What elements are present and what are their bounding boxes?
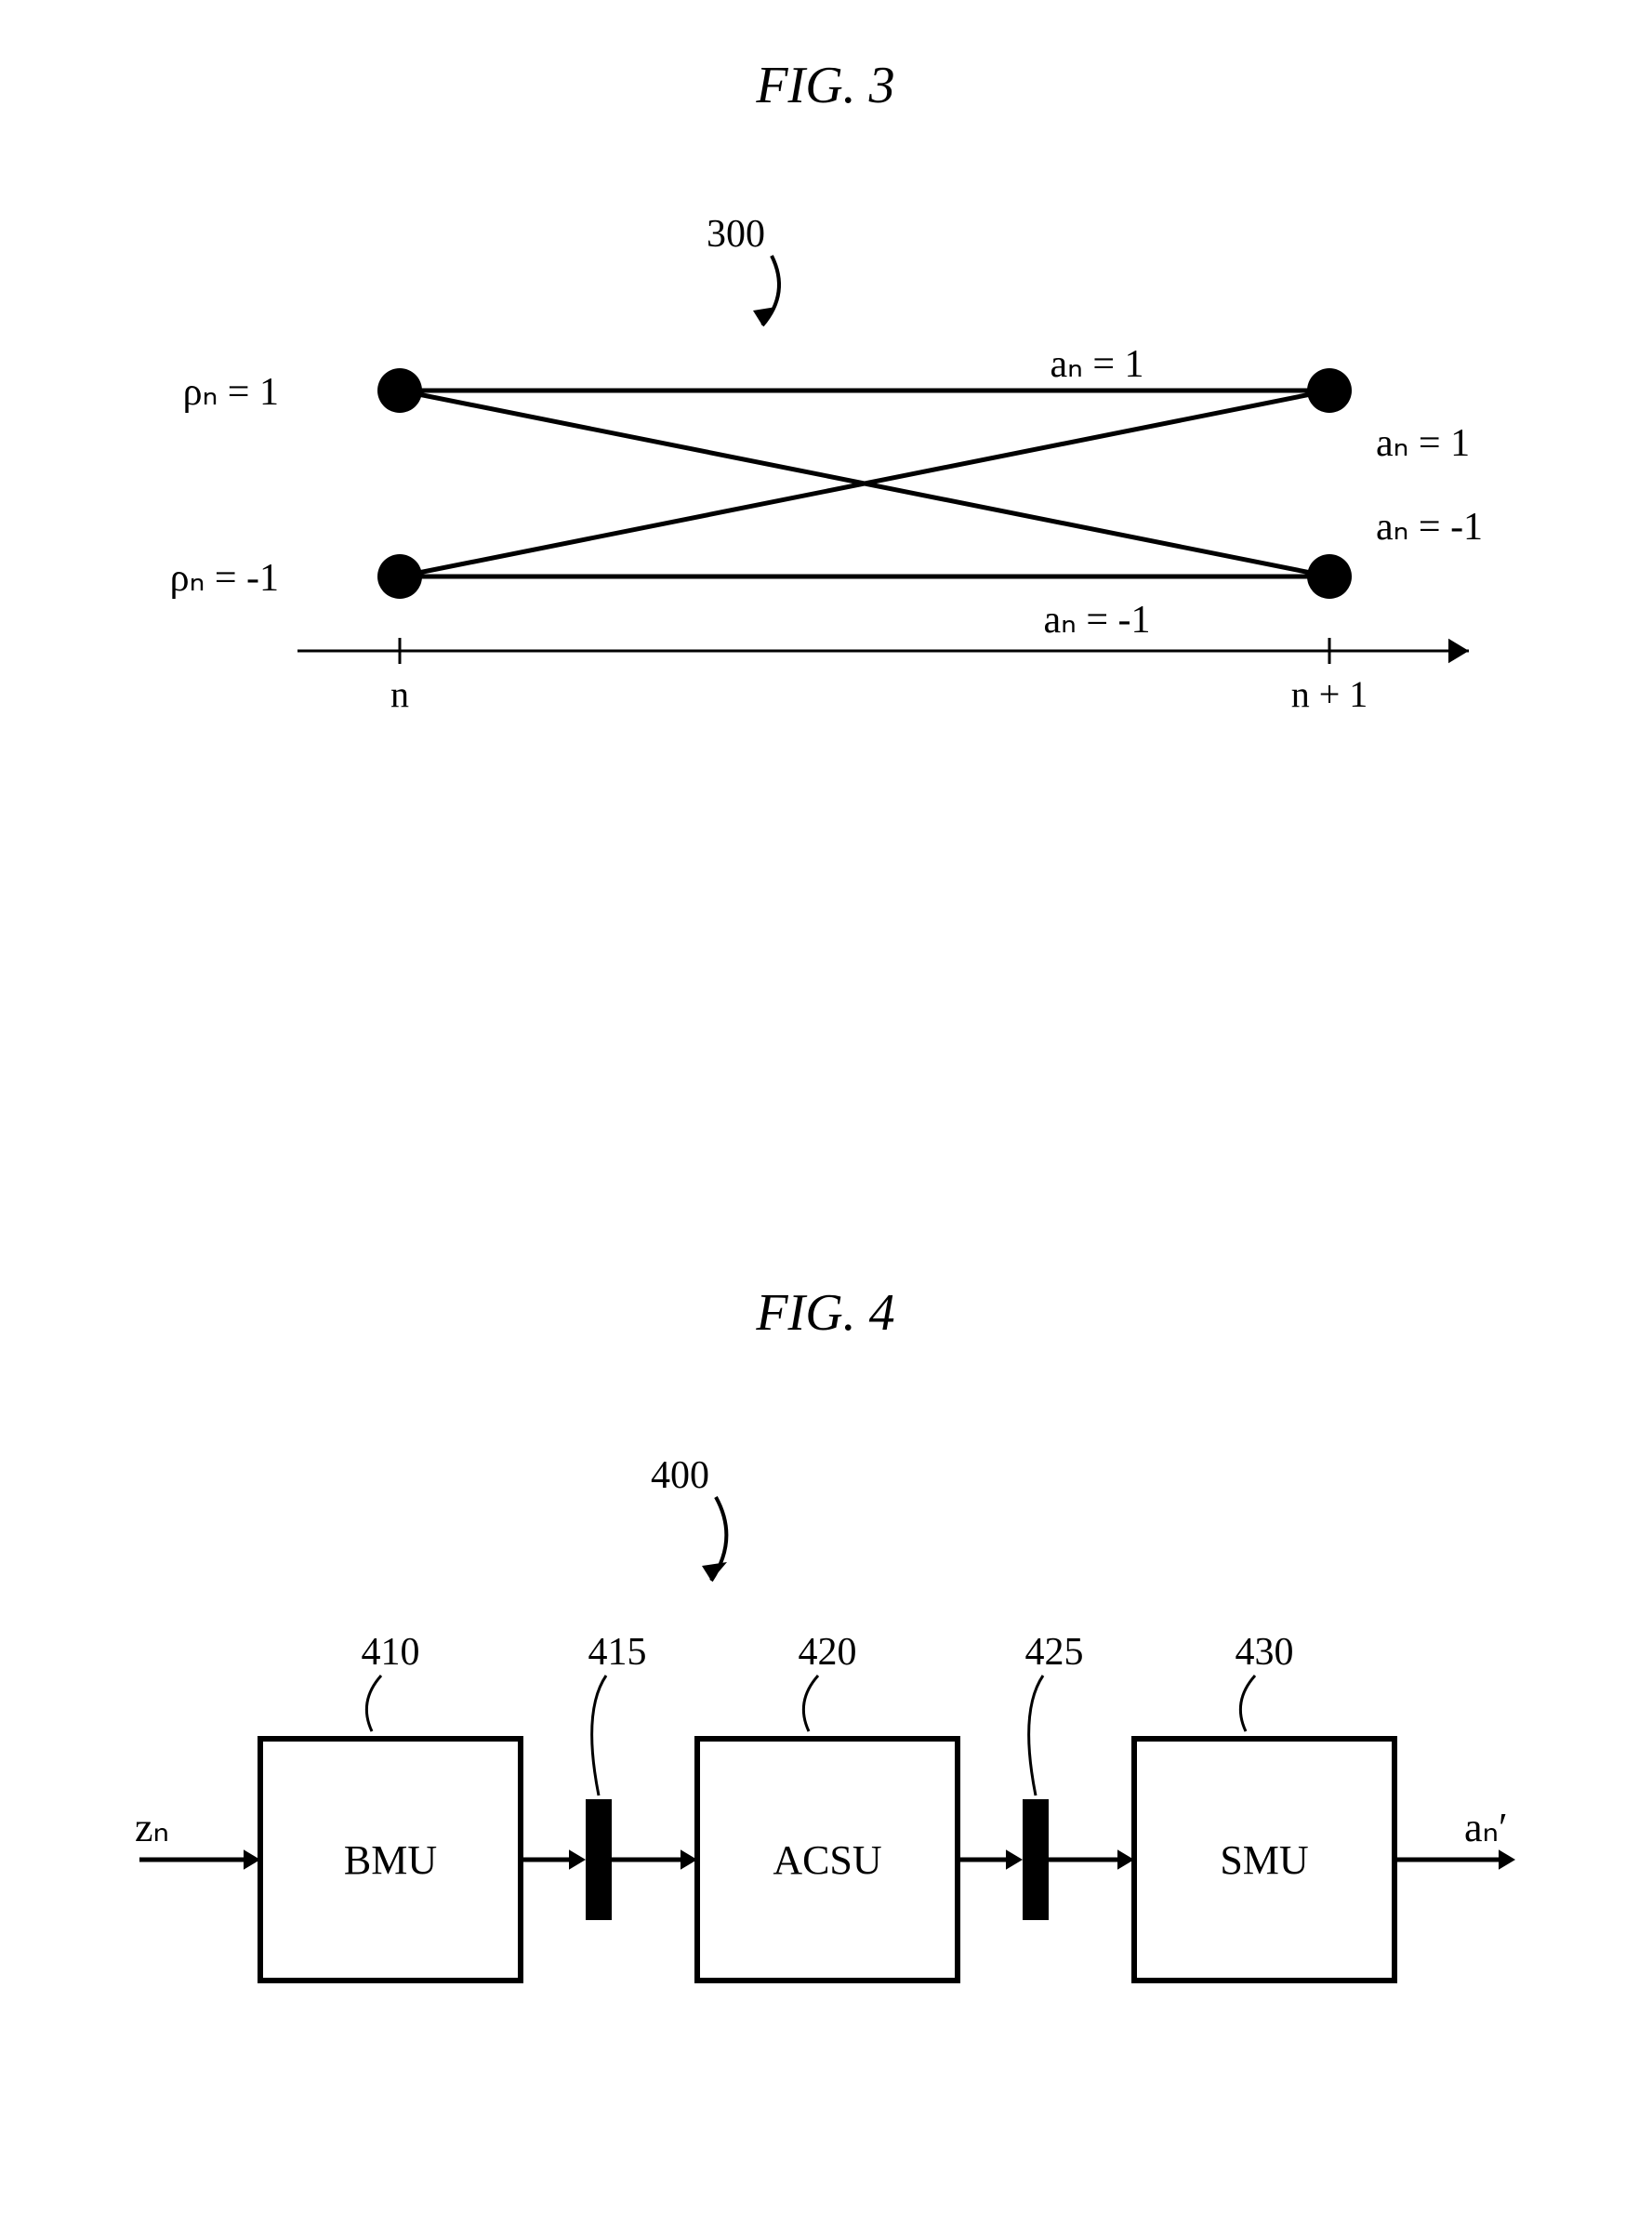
fig3-tick-label-n1: n + 1	[1291, 673, 1368, 715]
fig3-ref-number: 300	[707, 213, 765, 256]
fig4-ref-number: 400	[651, 1454, 709, 1497]
fig3-edge-label-3: aₙ = -1	[1376, 506, 1483, 549]
fig3-tick-label-n: n	[390, 673, 409, 715]
block-smu-ref-leader	[1240, 1676, 1255, 1731]
fig4-input-label: zₙ	[135, 1805, 169, 1850]
fig3-state-label-bot: ρₙ = -1	[170, 557, 279, 600]
block-smu-label: SMU	[1220, 1837, 1308, 1883]
block-bmu-ref: 410	[362, 1631, 420, 1674]
fig3-title: FIG. 3	[755, 57, 894, 114]
block-bmu-label: BMU	[344, 1837, 437, 1883]
register-r2-ref-leader	[1029, 1676, 1043, 1795]
block-acsu-ref: 420	[799, 1631, 857, 1674]
register-r2-ref: 425	[1025, 1631, 1084, 1674]
block-smu-ref: 430	[1236, 1631, 1294, 1674]
fig4-blocks: BMU 410 ACSU 420 SMU 430	[260, 1631, 1394, 1981]
page: { "fig3": { "title": "FIG. 3", "title_fo…	[0, 0, 1652, 2226]
fig3-time-axis	[297, 638, 1469, 664]
block-acsu-label: ACSU	[773, 1837, 881, 1883]
fig4-output-label: aₙ′	[1464, 1805, 1508, 1850]
fig3-edge-label-1: aₙ = 1	[1050, 343, 1143, 386]
fig3-trellis-edges	[400, 391, 1329, 576]
fig3-state-label-top: ρₙ = 1	[183, 371, 279, 414]
register-r1-ref: 415	[588, 1631, 647, 1674]
register-r1-ref-leader	[592, 1676, 606, 1795]
arrow-b0-r0-head	[569, 1849, 586, 1870]
fig3-edge-label-4: aₙ = -1	[1043, 599, 1150, 642]
fig4-title: FIG. 4	[755, 1284, 894, 1342]
register-r2	[1023, 1799, 1049, 1920]
block-bmu-ref-leader	[366, 1676, 381, 1731]
fig3-edge-label-2: aₙ = 1	[1376, 422, 1470, 465]
arrow-out-head	[1499, 1849, 1515, 1870]
block-acsu-ref-leader	[803, 1676, 818, 1731]
diagram-canvas: FIG. 3 300 ρₙ = 1 ρₙ = -1 aₙ = 1 aₙ = 1 …	[0, 0, 1652, 2226]
arrow-b1-r1-head	[1006, 1849, 1023, 1870]
register-r1	[586, 1799, 612, 1920]
